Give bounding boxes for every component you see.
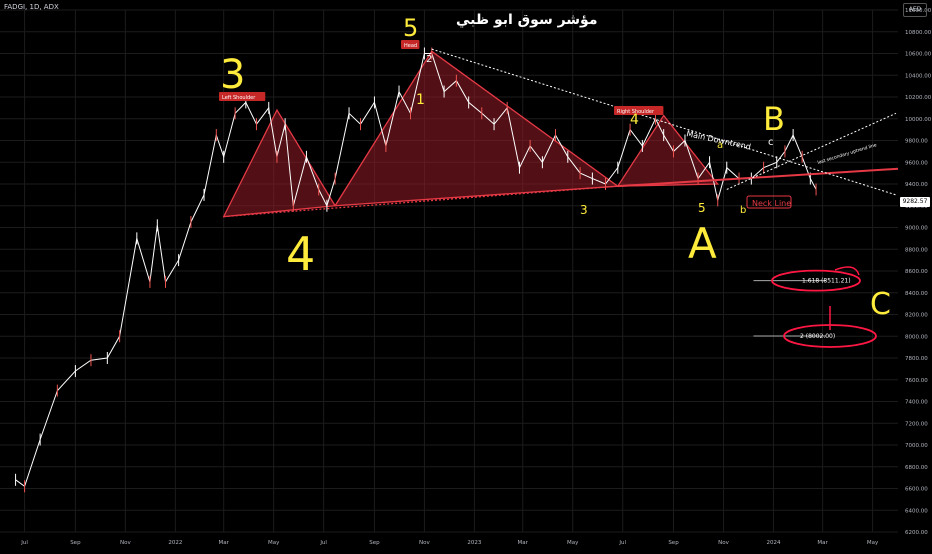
y-tick-label: 10600.00: [905, 52, 932, 58]
y-tick-label: 9600.00: [905, 160, 928, 166]
fib-1618-label: 1.618 (8511.21): [802, 278, 851, 285]
x-tick-label: Mar: [218, 540, 229, 546]
y-tick-label: 9800.00: [905, 139, 928, 145]
fib-arrow: [834, 266, 860, 276]
wave-label: 5: [403, 14, 418, 42]
x-tick-label: Nov: [718, 540, 729, 546]
chart-title: مؤشر سوق ابو ظبي: [456, 12, 598, 28]
left-shoulder-triangle: [222, 108, 337, 218]
fib-1618-circle: [771, 269, 861, 292]
annotations: Left Shoulder Head Right Shoulder Neck Line…: [219, 14, 891, 348]
last-price-label: 9282.57: [900, 197, 930, 207]
y-tick-label: 6600.00: [905, 487, 928, 493]
y-tick-label: 9400.00: [905, 182, 928, 188]
wave-label: 4: [630, 112, 639, 128]
y-tick-label: 8800.00: [905, 247, 928, 253]
x-tick-label: Mar: [518, 540, 529, 546]
trend-lines: [223, 48, 899, 337]
x-tick-label: 2024: [766, 540, 780, 546]
y-axis-panel: [898, 0, 932, 550]
y-tick-label: 7800.00: [905, 356, 928, 362]
right-shoulder-triangle: [616, 114, 720, 187]
right-shoulder-label: Right Shoulder: [617, 109, 655, 115]
neck-line: [617, 167, 899, 188]
head-triangle: [333, 50, 620, 207]
fib-2-label: 2 (8002.00): [800, 333, 835, 340]
secondary-uptrend-line: [726, 112, 897, 190]
y-tick-label: 10400.00: [905, 73, 932, 79]
left-shoulder-label-box: [219, 92, 266, 101]
wave-label: 3: [220, 52, 245, 98]
wave-label: a: [717, 140, 723, 151]
x-tick-label: Sep: [668, 540, 679, 546]
y-tick-label: 7600.00: [905, 378, 928, 384]
wave-label: 4: [286, 227, 315, 281]
head-label: Head: [404, 43, 417, 49]
x-tick-label: May: [867, 540, 879, 546]
y-axis: 6200.00 6400.00 6600.00 6800.00 7000.00 7200.…: [898, 0, 932, 550]
x-tick-label: 2023: [467, 540, 481, 546]
neck-line-box: [746, 195, 792, 209]
y-tick-label: 7400.00: [905, 400, 928, 406]
y-tick-label: 6400.00: [905, 508, 928, 514]
x-tick-label: Mar: [817, 540, 828, 546]
x-tick-label: Nov: [419, 540, 430, 546]
y-tick-label: 8600.00: [905, 269, 928, 275]
y-tick-label: 8000.00: [905, 334, 928, 340]
x-tick-label: Sep: [70, 540, 81, 546]
right-shoulder-label-box: [614, 106, 664, 115]
y-tick-label: 6200.00: [905, 530, 928, 536]
price-line: [15, 53, 817, 488]
x-tick-label: Sep: [369, 540, 380, 546]
y-tick-label: 7200.00: [905, 421, 928, 427]
wave-label: c: [768, 137, 774, 148]
currency-button[interactable]: AED: [903, 3, 927, 17]
y-tick-label: 10200.00: [905, 95, 932, 101]
y-tick-label: 7000.00: [905, 443, 928, 449]
y-tick-label: 8400.00: [905, 291, 928, 297]
x-tick-label: Nov: [120, 540, 131, 546]
y-tick-label: 11000.00: [905, 8, 932, 14]
wave-label: 3: [580, 203, 588, 217]
wave-label: C: [870, 287, 891, 322]
left-shoulder-label: Left Shoulder: [222, 95, 256, 101]
x-tick-label: Jul: [319, 540, 327, 546]
head-and-shoulders-pattern: [222, 50, 720, 218]
head-label-box: [401, 40, 420, 49]
x-tick-label: Jul: [20, 540, 28, 546]
wave-label: 1: [416, 92, 425, 108]
y-tick-label: 8200.00: [905, 313, 928, 319]
main-downtrend-line: [431, 48, 897, 196]
grid-lines: [0, 9, 898, 533]
x-tick-label: 2022: [168, 540, 182, 546]
y-tick-label: 6800.00: [905, 465, 928, 471]
x-axis: Jul Sep Nov 2022 Mar May Jul Sep Nov 2023 Mar May Ju…: [20, 540, 879, 546]
price-series: [15, 47, 817, 493]
y-tick-label: 9000.00: [905, 226, 928, 232]
x-tick-label: May: [268, 540, 280, 546]
y-tick-label: 10800.00: [905, 30, 932, 36]
wave-label: 5: [698, 201, 706, 215]
ticker-label: FADGI, 1D, ADX: [4, 3, 59, 11]
wave-label: B: [763, 100, 785, 138]
y-tick-label: 10000.00: [905, 117, 932, 123]
wave-label: A: [688, 219, 717, 268]
wave-label: 2: [426, 54, 432, 65]
neck-line-label: Neck Line: [752, 199, 791, 208]
x-tick-label: May: [567, 540, 579, 546]
x-tick-label: Jul: [618, 540, 626, 546]
wave-label: b: [740, 205, 746, 216]
neckline-dotted: [223, 185, 618, 218]
